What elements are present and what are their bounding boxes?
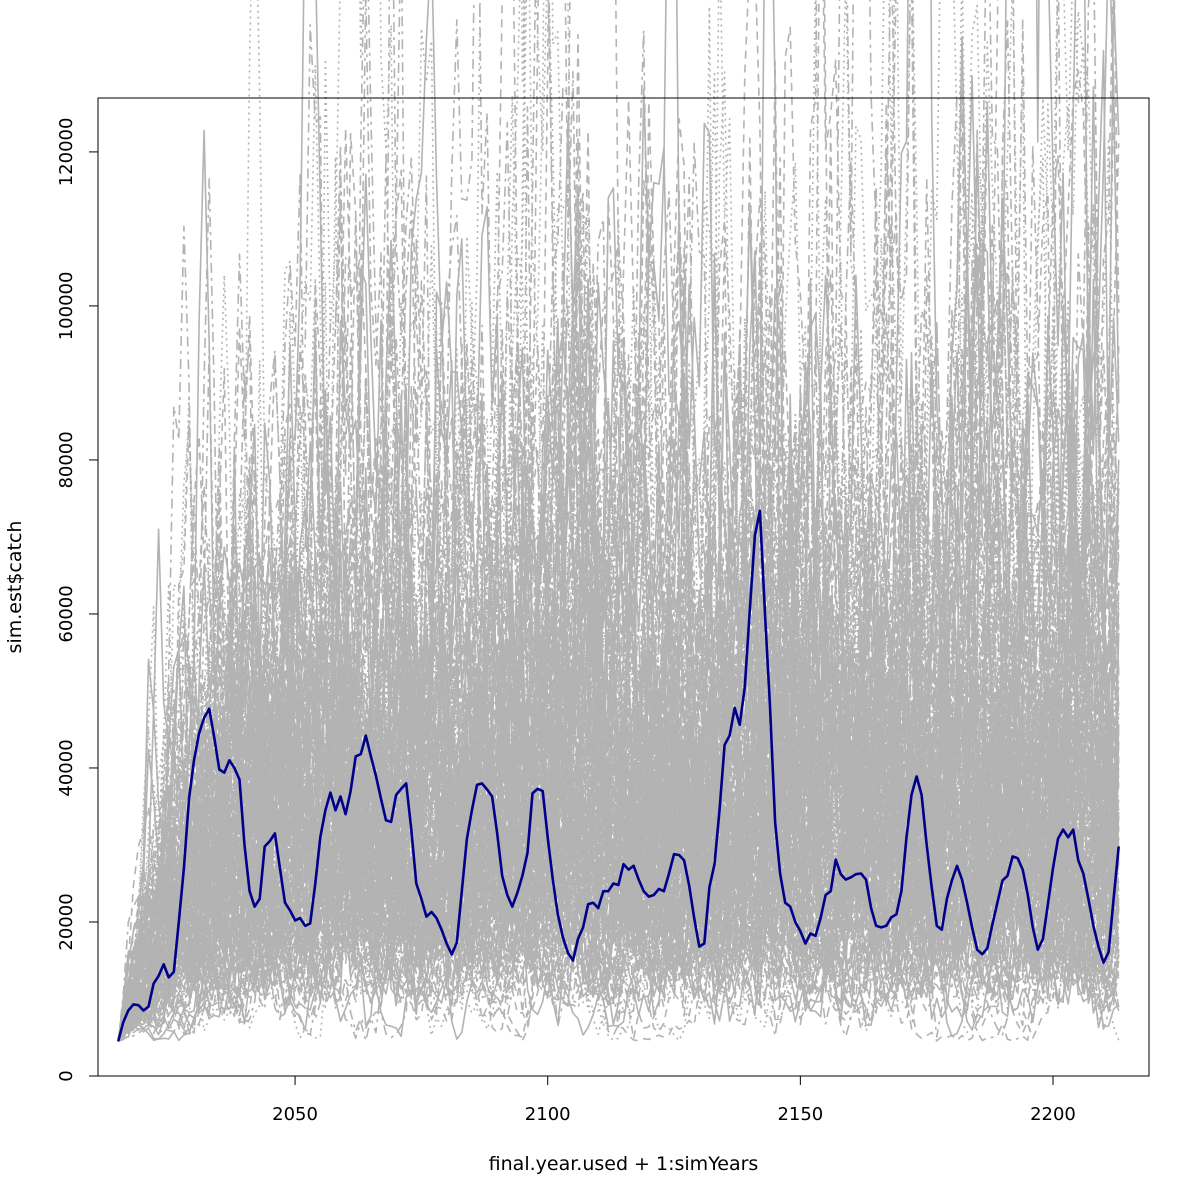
background-series-line xyxy=(117,0,1120,1042)
background-series-line xyxy=(117,0,1120,1042)
background-series-line xyxy=(117,763,1120,1042)
x-axis: 2050 2100 2150 2200 xyxy=(272,1075,1076,1125)
background-series-line xyxy=(117,622,1120,1042)
x-tick-label: 2200 xyxy=(1030,1104,1076,1125)
y-axis-title: sim.est$catch xyxy=(4,521,26,654)
highlight-series-line xyxy=(116,509,1120,1042)
background-series-line xyxy=(117,118,1120,1042)
y-tick-label: 40000 xyxy=(56,739,77,796)
background-series-line xyxy=(117,367,1120,1042)
background-series-line xyxy=(117,340,1120,1042)
background-series-line xyxy=(117,249,1120,1042)
background-series-line xyxy=(117,0,1120,1042)
background-series-line xyxy=(117,218,1120,1042)
background-series-line xyxy=(117,612,1120,1042)
background-series-line xyxy=(117,768,1120,1042)
background-series-line xyxy=(117,355,1120,1042)
background-series-line xyxy=(117,685,1120,1042)
y-tick-label: 100000 xyxy=(56,272,77,341)
background-series-line xyxy=(117,485,1120,1042)
highlight-series-group xyxy=(116,509,1120,1042)
background-series-line xyxy=(117,660,1120,1042)
background-series-line xyxy=(117,305,1120,1042)
background-series-line xyxy=(117,252,1120,1042)
background-series-line xyxy=(117,640,1120,1042)
y-tick-label: 80000 xyxy=(56,431,77,488)
x-axis-title: final.year.used + 1:simYears xyxy=(489,1153,759,1175)
y-tick-label: 20000 xyxy=(56,893,77,950)
background-series-line xyxy=(117,0,1120,1042)
y-tick-label: 60000 xyxy=(56,585,77,642)
y-axis: 0 20000 40000 60000 80000 100000 120000 xyxy=(56,118,99,1082)
background-series-line xyxy=(117,29,1120,1042)
background-series-line xyxy=(117,566,1120,1043)
y-tick-label: 120000 xyxy=(56,118,77,187)
background-series-line xyxy=(117,281,1120,1042)
background-series-line xyxy=(117,5,1120,1042)
background-series-line xyxy=(117,69,1120,1042)
background-series-line xyxy=(117,266,1120,1042)
x-tick-label: 2150 xyxy=(777,1104,823,1125)
background-series-line xyxy=(117,653,1120,1042)
y-tick-label: 0 xyxy=(56,1070,77,1081)
x-tick-label: 2100 xyxy=(525,1104,571,1125)
background-series-group xyxy=(117,0,1120,1043)
background-series-line xyxy=(117,0,1119,1042)
x-tick-label: 2050 xyxy=(272,1104,318,1125)
background-series-line xyxy=(117,349,1120,1042)
background-series-line xyxy=(117,0,1120,1042)
